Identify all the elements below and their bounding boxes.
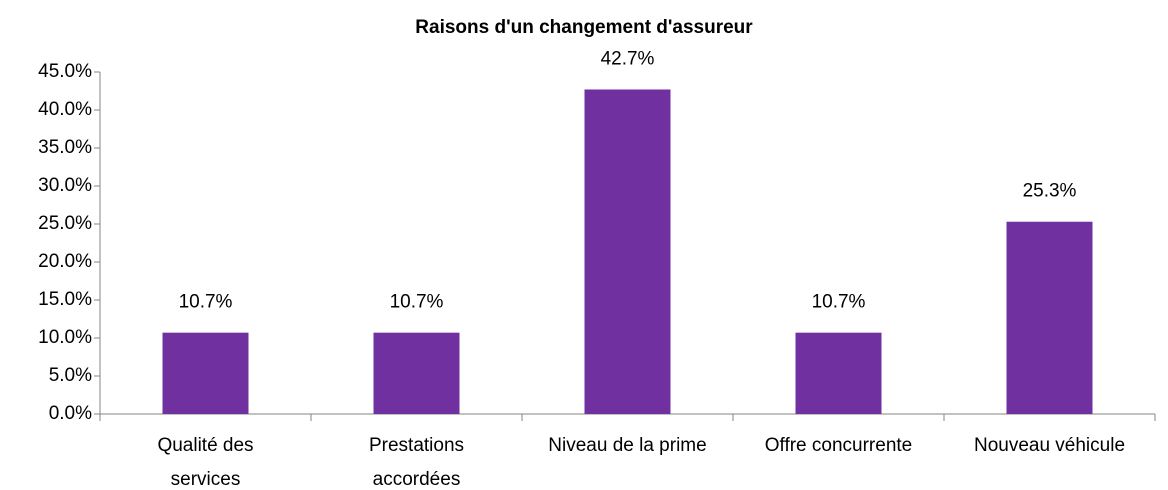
chart-title: Raisons d'un changement d'assureur [415, 17, 753, 38]
data-label: 25.3% [1023, 181, 1077, 202]
bar [162, 332, 249, 414]
y-tick-label: 15.0% [38, 289, 92, 310]
x-tick-label: Nouveau véhicule [974, 435, 1125, 456]
data-label: 10.7% [179, 292, 233, 313]
x-tick-label: Niveau de la prime [548, 435, 706, 456]
bar [584, 89, 671, 414]
y-tick-label: 40.0% [38, 99, 92, 120]
x-tick-label: Qualité des [157, 435, 253, 456]
data-label: 10.7% [390, 292, 444, 313]
x-tick-label: accordées [373, 469, 461, 490]
x-tick-label: Offre concurrente [765, 435, 913, 456]
y-tick-label: 0.0% [49, 403, 92, 424]
bar [795, 332, 882, 414]
y-tick-label: 35.0% [38, 137, 92, 158]
y-tick-label: 45.0% [38, 61, 92, 82]
y-tick-label: 5.0% [49, 365, 92, 386]
bar [1006, 221, 1093, 414]
y-tick-label: 30.0% [38, 175, 92, 196]
bar [373, 332, 460, 414]
x-tick-label: Prestations [369, 435, 464, 456]
y-tick-label: 25.0% [38, 213, 92, 234]
y-tick-label: 10.0% [38, 327, 92, 348]
data-label: 10.7% [812, 292, 866, 313]
x-tick-label: services [171, 469, 241, 490]
y-tick-label: 20.0% [38, 251, 92, 272]
data-label: 42.7% [601, 48, 655, 69]
